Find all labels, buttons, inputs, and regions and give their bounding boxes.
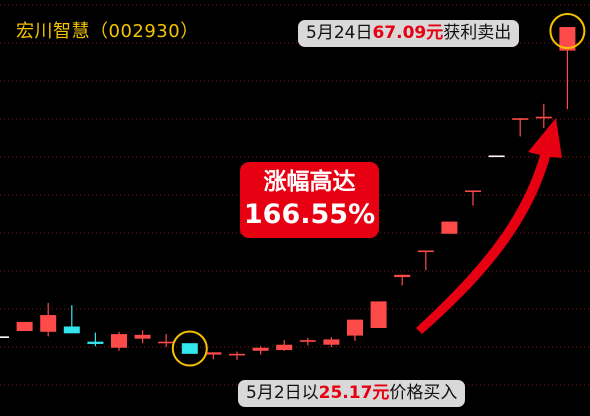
- candle-body: [229, 353, 245, 356]
- candle-body: [87, 341, 104, 344]
- gain-value: 166.55%: [243, 199, 376, 230]
- candle-body: [134, 334, 151, 339]
- candle-body: [276, 344, 293, 351]
- gain-label: 涨幅高达: [263, 169, 356, 195]
- candle-body: [252, 347, 269, 351]
- candle-body: [40, 315, 57, 332]
- chart-annotations: [171, 13, 586, 367]
- buy-note-action: 价格买入: [389, 383, 458, 403]
- candle-body: [347, 319, 363, 336]
- candle-body: [323, 339, 340, 345]
- trend-arrow-icon: [416, 118, 562, 334]
- buy-price: 25.17元: [318, 383, 390, 403]
- stock-title: 宏川智慧（002930）: [16, 21, 199, 42]
- candle-body: [417, 250, 434, 253]
- candle-body: [488, 155, 505, 158]
- sell-note-action: 获利卖出: [443, 23, 512, 43]
- candle-body: [535, 116, 552, 119]
- candle-body: [181, 343, 198, 354]
- sell-price: 67.09元: [372, 23, 444, 43]
- candles: [0, 27, 576, 360]
- buy-note: 5月2日以25.17元价格买入: [238, 380, 466, 407]
- candle-body: [559, 27, 576, 51]
- candle-body: [394, 274, 411, 278]
- candle-body: [299, 340, 316, 342]
- candle-body: [0, 336, 9, 338]
- candle-body: [205, 352, 222, 355]
- candle-body: [465, 190, 481, 193]
- sell-note-date: 5月24日: [306, 23, 373, 43]
- gain-badge: 涨幅高达 166.55%: [240, 162, 379, 238]
- candle-body: [512, 118, 529, 120]
- candle-body: [370, 301, 387, 328]
- candle-body: [441, 221, 458, 234]
- sell-marker-circle: [549, 13, 586, 50]
- buy-marker-circle: [171, 330, 208, 367]
- buy-note-date: 5月2日以: [246, 383, 319, 403]
- sell-note: 5月24日67.09元获利卖出: [298, 20, 520, 47]
- candle-body: [16, 321, 33, 332]
- candle-body: [63, 326, 80, 334]
- candle-body: [111, 334, 127, 348]
- candle-body: [158, 341, 175, 344]
